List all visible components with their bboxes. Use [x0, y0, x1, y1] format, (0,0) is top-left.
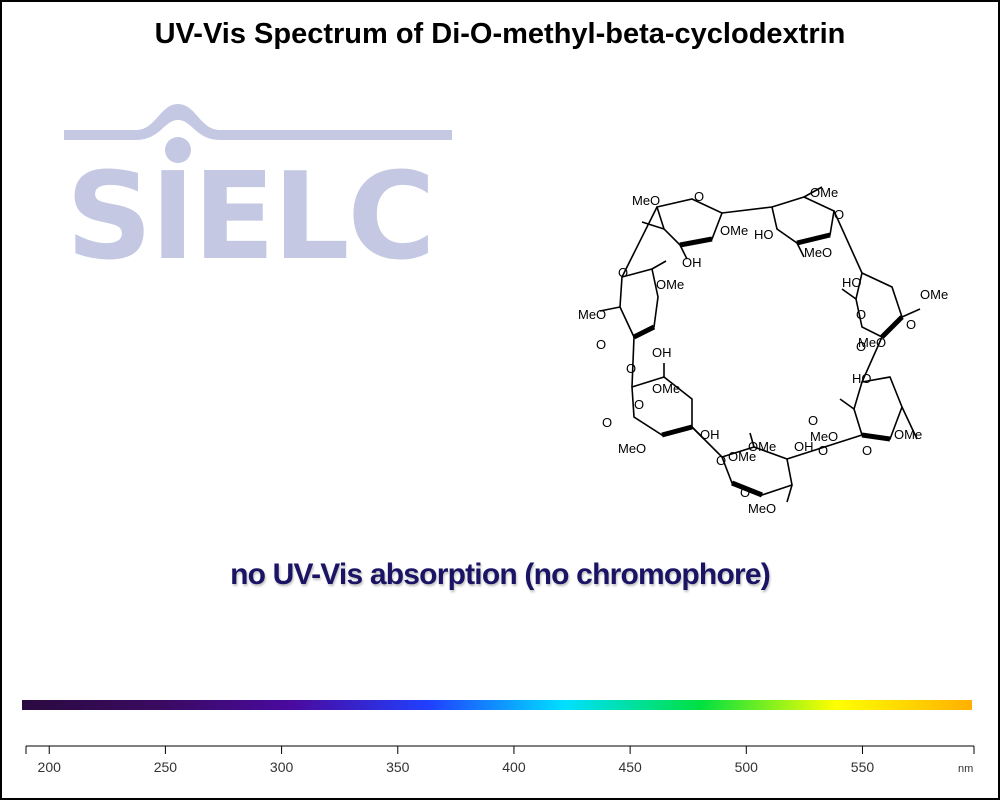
molecule-structure: MeO O OMe HO OMe O OH MeO O HO OMe O OMe…	[578, 185, 948, 516]
mol-label: OMe	[656, 277, 684, 292]
mol-label: HO	[754, 227, 774, 242]
mol-label: O	[906, 317, 916, 332]
mol-label: OMe	[728, 449, 756, 464]
mol-label: OMe	[748, 439, 776, 454]
spectrum-color-bar	[22, 700, 972, 710]
mol-label: O	[602, 415, 612, 430]
mol-label: O	[856, 339, 866, 354]
x-tick-label: 550	[851, 759, 875, 775]
mol-label: O	[694, 189, 704, 204]
x-tick-label: 250	[154, 759, 178, 775]
sielc-logo: SIELC	[64, 102, 454, 282]
x-axis-ticks: 200 250 300 350 400 450 500 550	[25, 746, 975, 775]
no-absorption-annotation: no UV-Vis absorption (no chromophore)	[230, 558, 771, 591]
x-tick-label: 450	[618, 759, 642, 775]
mol-label: MeO	[578, 307, 606, 322]
mol-label: O	[834, 207, 844, 222]
mol-label: O	[596, 337, 606, 352]
mol-label: MeO	[618, 441, 646, 456]
mol-label: MeO	[804, 245, 832, 260]
mol-label: OH	[682, 255, 702, 270]
mol-label: OMe	[920, 287, 948, 302]
mol-label: OMe	[720, 223, 748, 238]
mol-label: HO	[842, 275, 862, 290]
mol-label: O	[634, 397, 644, 412]
mol-label: OMe	[810, 185, 838, 200]
mol-label: MeO	[858, 335, 886, 350]
x-tick-label: 400	[502, 759, 526, 775]
logo-swoosh	[64, 104, 452, 163]
x-tick-label: 300	[270, 759, 294, 775]
mol-label: MeO	[810, 429, 838, 444]
mol-label: MeO	[632, 193, 660, 208]
x-axis-unit: nm	[958, 763, 973, 775]
x-tick-label: 500	[735, 759, 759, 775]
chart-title: UV-Vis Spectrum of Di-O-methyl-beta-cycl…	[154, 18, 846, 50]
mol-label: O	[740, 485, 750, 500]
mol-label: O	[862, 443, 872, 458]
mol-label: OH	[794, 439, 814, 454]
logo-text: SIELC	[66, 148, 436, 287]
molecule-labels: MeO O OMe HO OMe O OH MeO O HO OMe O OMe…	[578, 185, 948, 516]
mol-label: HO	[852, 371, 872, 386]
mol-label: O	[626, 361, 636, 376]
x-tick-label: 350	[386, 759, 410, 775]
spectrum-axis: 200 250 300 350 400 450 500 550 nm	[22, 700, 975, 775]
mol-label: O	[618, 265, 628, 280]
mol-label: OMe	[652, 381, 680, 396]
mol-label: O	[856, 307, 866, 322]
mol-label: O	[808, 413, 818, 428]
mol-label: MeO	[748, 501, 776, 516]
mol-label: O	[716, 453, 726, 468]
mol-label: OMe	[894, 427, 922, 442]
mol-label: O	[818, 443, 828, 458]
mol-label: OH	[700, 427, 720, 442]
mol-label: OH	[652, 345, 672, 360]
x-tick-label: 200	[38, 759, 62, 775]
